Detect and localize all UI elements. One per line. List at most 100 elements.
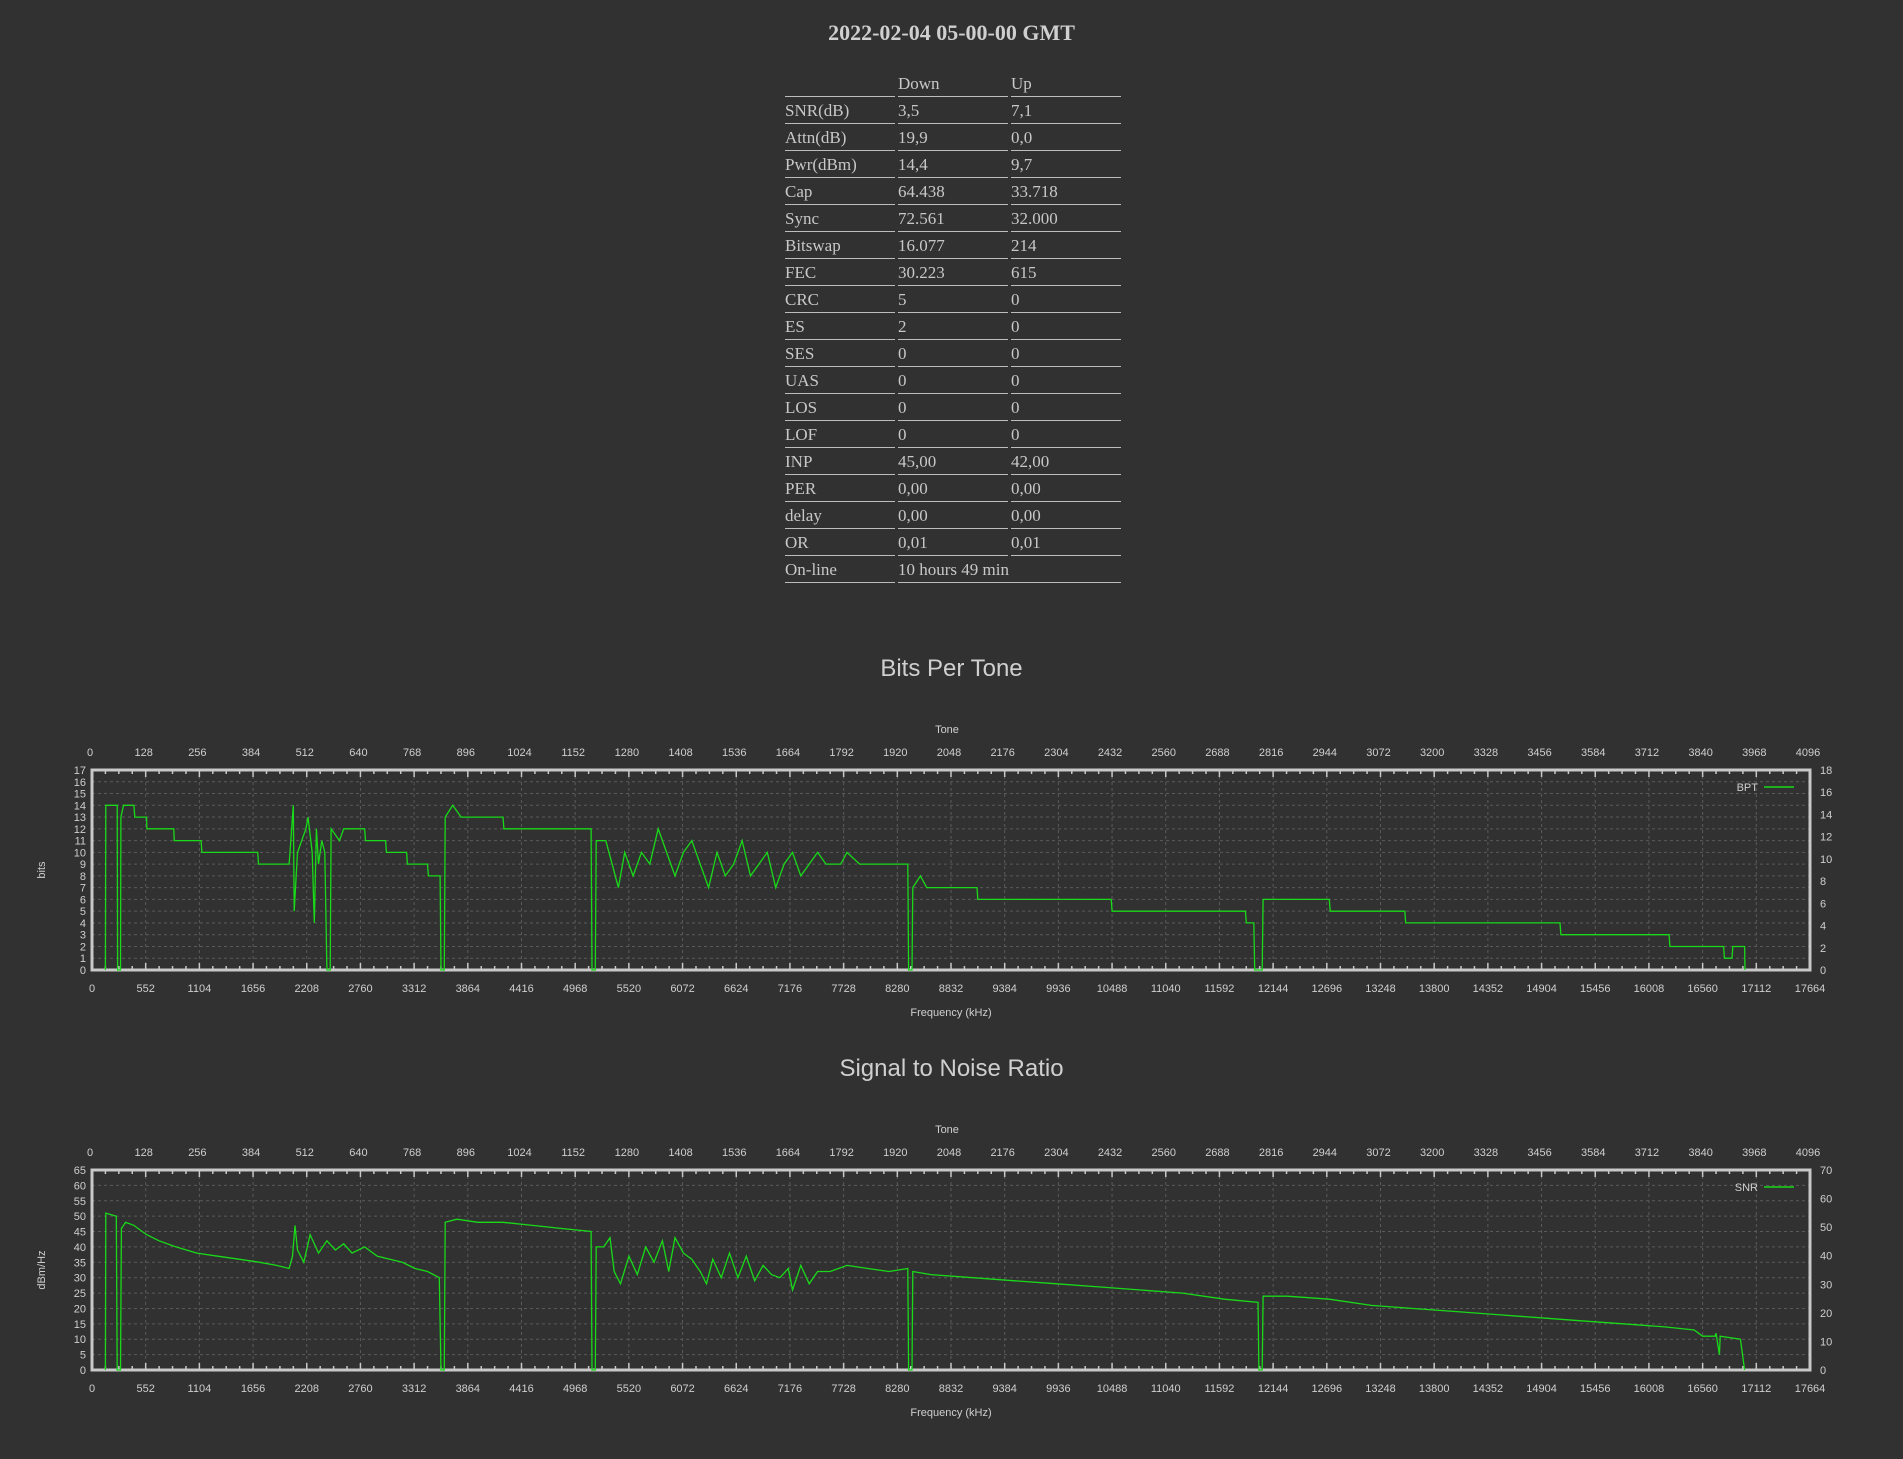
x2-tick-label: 0: [87, 1147, 93, 1159]
y2-tick-label: 4: [1820, 921, 1826, 933]
x-tick-label: 4416: [509, 983, 533, 995]
x2-tick-label: 2560: [1152, 1147, 1176, 1159]
x2-tick-label: 3584: [1581, 747, 1605, 759]
table-header-row: Down Up: [785, 70, 1121, 97]
x2-tick-label: 640: [349, 1147, 367, 1159]
x2-tick-label: 3584: [1581, 1147, 1605, 1159]
y-tick-label: 15: [74, 789, 86, 801]
x-tick-label: 1656: [241, 983, 265, 995]
minor-ticks: [104, 1170, 1798, 1370]
x2-tick-label: 384: [242, 747, 260, 759]
row-label: LOF: [785, 421, 895, 448]
y2-tick-label: 70: [1820, 1165, 1832, 1177]
x2-tick-label: 2432: [1098, 1147, 1122, 1159]
x2-tick-label: 512: [296, 747, 314, 759]
legend-label: SNR: [1735, 1182, 1758, 1194]
y2-tick-label: 10: [1820, 854, 1832, 866]
down-value: 14,4: [898, 151, 1008, 178]
x-tick-label: 12696: [1312, 1383, 1343, 1395]
y2-tick-label: 60: [1820, 1194, 1832, 1206]
table-row: Bitswap 16.077 214: [785, 232, 1121, 259]
y-tick-label: 25: [74, 1288, 86, 1300]
row-label: SES: [785, 340, 895, 367]
x-tick-label: 5520: [617, 983, 641, 995]
x-tick-label: 16008: [1634, 1383, 1665, 1395]
table-row: LOF 0 0: [785, 421, 1121, 448]
x2-tick-label: 3072: [1366, 1147, 1390, 1159]
bpt-chart: 0 552 1104 1656 2208 2760 3312 3864 4416 4968 5520…: [36, 724, 1832, 1019]
x-tick-label: 4968: [563, 983, 587, 995]
x2-tick-label: 2816: [1259, 1147, 1283, 1159]
x2-tick-label: 1536: [722, 1147, 746, 1159]
x-tick-label: 2208: [295, 1383, 319, 1395]
x-tick-label: 6624: [724, 983, 748, 995]
x2-tick-label: 1664: [776, 1147, 800, 1159]
x-tick-label: 12696: [1312, 983, 1343, 995]
x-tick-label: 11592: [1205, 983, 1235, 995]
x-tick-label: 0: [89, 983, 95, 995]
x2-axis-label: Tone: [935, 1124, 959, 1136]
up-value: 0,0: [1011, 124, 1121, 151]
y-tick-label: 9: [80, 859, 86, 871]
x2-tick-label: 2304: [1044, 747, 1068, 759]
x-tick-label: 8832: [939, 1383, 963, 1395]
x-tick-label: 5520: [617, 1383, 641, 1395]
series-line-snr: [104, 1212, 1746, 1371]
y-tick-label: 5: [80, 906, 86, 918]
x-tick-label: 10488: [1097, 1383, 1128, 1395]
table-body: SNR(dB) 3,5 7,1 Attn(dB) 19,9 0,0 Pwr(dBm) 14,4…: [785, 97, 1121, 583]
x2-tick-label: 3840: [1688, 1147, 1712, 1159]
down-value: 45,00: [898, 448, 1008, 475]
line-stats-table: Down Up SNR(dB) 3,5 7,1 Attn(dB) 19,9 0,0 Pwr(d…: [782, 70, 1124, 583]
x-tick-label: 6624: [724, 1383, 748, 1395]
x-tick-label: 16008: [1634, 983, 1665, 995]
down-value: 19,9: [898, 124, 1008, 151]
x-tick-label: 17664: [1795, 1383, 1826, 1395]
x2-tick-label: 2816: [1259, 747, 1283, 759]
down-value: 0,00: [898, 502, 1008, 529]
x2-tick-label: 128: [135, 1147, 153, 1159]
x2-tick-label: 1792: [829, 747, 853, 759]
down-value: 10 hours 49 min: [898, 556, 1121, 583]
x-tick-label: 6072: [670, 1383, 694, 1395]
y-tick-label: 60: [74, 1180, 86, 1192]
y-tick-label: 45: [74, 1227, 86, 1239]
down-value: 5: [898, 286, 1008, 313]
grid: [92, 1170, 1810, 1370]
y-tick-label: 10: [74, 847, 86, 859]
y-tick-label: 1: [80, 953, 86, 965]
row-label: LOS: [785, 394, 895, 421]
y2-tick-label: 12: [1820, 832, 1832, 844]
y-tick-label: 65: [74, 1165, 86, 1177]
grid: [92, 770, 1810, 970]
table-row: LOS 0 0: [785, 394, 1121, 421]
down-value: 0: [898, 394, 1008, 421]
x2-tick-label: 2304: [1044, 1147, 1068, 1159]
x-tick-label: 17664: [1795, 983, 1826, 995]
x-tick-label: 2208: [295, 983, 319, 995]
x2-tick-label: 3072: [1366, 747, 1390, 759]
up-value: 0,01: [1011, 529, 1121, 556]
x-axis-label: Frequency (kHz): [910, 1407, 991, 1419]
x2-tick-label: 3456: [1527, 747, 1551, 759]
x2-tick-label: 3328: [1474, 1147, 1498, 1159]
table-row: On-line 10 hours 49 min: [785, 556, 1121, 583]
x-tick-label: 3864: [456, 983, 480, 995]
y2-tick-label: 30: [1820, 1279, 1832, 1291]
y-tick-label: 30: [74, 1273, 86, 1285]
x2-tick-label: 3712: [1635, 1147, 1659, 1159]
x2-tick-label: 896: [457, 1147, 475, 1159]
y-tick-label: 7: [80, 883, 86, 895]
x-axis-label: Frequency (kHz): [910, 1007, 991, 1019]
x-tick-label: 6072: [670, 983, 694, 995]
x-tick-label: 552: [137, 1383, 155, 1395]
row-label: On-line: [785, 556, 895, 583]
table-row: UAS 0 0: [785, 367, 1121, 394]
header-up: Up: [1011, 70, 1121, 97]
table-row: Pwr(dBm) 14,4 9,7: [785, 151, 1121, 178]
row-label: Sync: [785, 205, 895, 232]
header-down: Down: [898, 70, 1008, 97]
x2-tick-label: 4096: [1796, 1147, 1820, 1159]
up-value: 0,00: [1011, 475, 1121, 502]
x-tick-label: 13248: [1365, 1383, 1396, 1395]
